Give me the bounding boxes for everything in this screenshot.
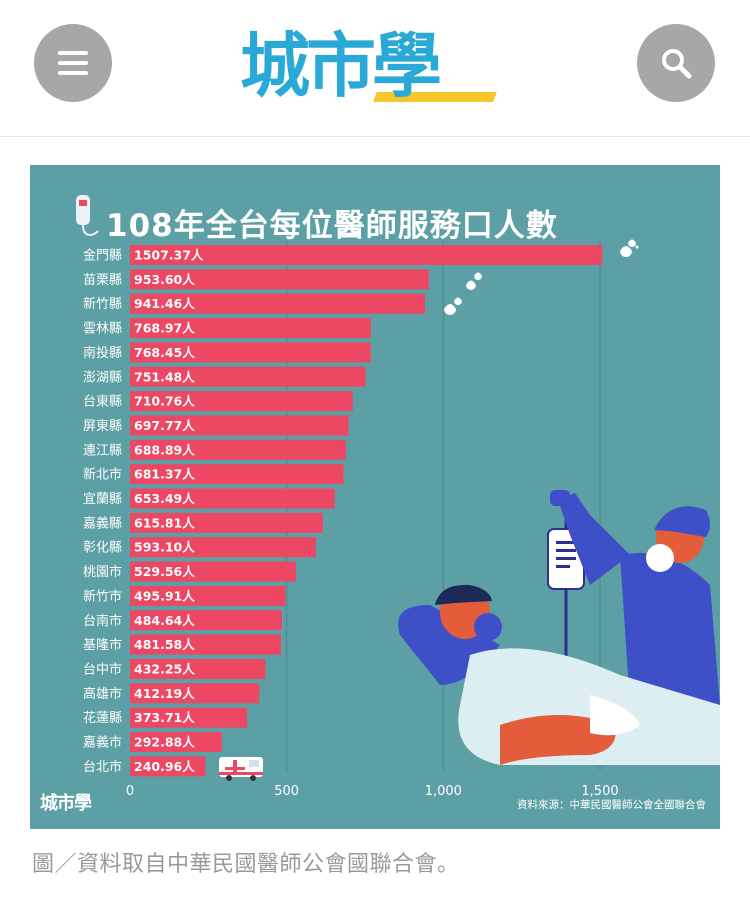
bar	[130, 537, 316, 558]
category-label: 台南市	[83, 613, 122, 629]
value-label: 941.46人	[134, 296, 195, 311]
value-label: 710.76人	[134, 394, 195, 409]
value-label: 373.71人	[134, 710, 195, 725]
bar	[130, 658, 266, 679]
value-label: 953.60人	[134, 272, 195, 287]
bar	[130, 512, 323, 533]
bar	[130, 585, 286, 606]
bar	[130, 318, 371, 339]
site-logo[interactable]: 城市學	[240, 18, 510, 114]
iv-bag-icon	[76, 195, 99, 236]
category-label: 金門縣	[83, 248, 122, 264]
figure-caption: 圖／資料取自中華民國醫師公會國聯合會。	[32, 852, 460, 877]
value-label: 292.88人	[134, 735, 195, 750]
category-label: 宜蘭縣	[83, 491, 122, 507]
value-label: 412.19人	[134, 686, 195, 701]
x-tick-label: 0	[126, 784, 134, 799]
bar	[130, 342, 371, 363]
bar	[130, 488, 335, 509]
category-label: 高雄市	[83, 686, 122, 702]
category-label: 新竹縣	[83, 296, 122, 312]
bar	[130, 439, 346, 460]
value-label: 1507.37人	[134, 248, 204, 263]
doctor-patient-illustration	[398, 490, 720, 765]
category-label: 台中市	[83, 661, 122, 677]
value-label: 697.77人	[134, 418, 195, 433]
menu-button[interactable]	[34, 24, 112, 102]
bar	[130, 634, 281, 655]
value-label: 768.45人	[134, 345, 195, 360]
infographic: 金門縣 1507.37人 苗栗縣 953.60人 新竹縣 941.46人 雲林縣 768.97…	[30, 165, 720, 829]
site-header: 城市學	[0, 0, 750, 137]
bar	[130, 293, 425, 314]
value-label: 484.64人	[134, 613, 195, 628]
data-source: 資料來源：中華民國醫師公會全國聯合會	[517, 799, 706, 811]
value-label: 653.49人	[134, 491, 195, 506]
category-label: 新北市	[83, 467, 122, 483]
value-label: 688.89人	[134, 442, 195, 457]
category-label: 台東縣	[83, 394, 122, 410]
bar	[130, 391, 353, 412]
brand-watermark: 城市學	[40, 793, 92, 814]
value-label: 240.96人	[134, 759, 195, 774]
category-label: 屏東縣	[83, 418, 122, 434]
value-label: 529.56人	[134, 564, 195, 579]
value-label: 495.91人	[134, 588, 195, 603]
bar	[130, 366, 366, 387]
ambulance-icon	[219, 757, 263, 781]
x-tick-label: 1,000	[425, 784, 462, 799]
category-label: 雲林縣	[83, 322, 122, 337]
category-label: 新竹市	[83, 588, 122, 604]
value-label: 681.37人	[134, 467, 195, 482]
value-label: 768.97人	[134, 321, 195, 336]
x-axis: 0 500 1,000 1,500	[126, 784, 619, 799]
search-icon	[662, 49, 692, 79]
category-label: 澎湖縣	[83, 370, 122, 385]
water-drops-decoration	[444, 239, 639, 315]
bar	[130, 707, 248, 728]
category-label: 彰化縣	[83, 540, 122, 556]
category-label: 連江縣	[83, 443, 122, 458]
hamburger-menu-icon	[58, 51, 88, 75]
bar	[130, 415, 349, 436]
bar	[130, 610, 282, 631]
category-label: 花蓮縣	[83, 710, 122, 726]
bar	[130, 464, 344, 485]
bar	[130, 683, 260, 704]
category-label: 桃園市	[83, 564, 122, 580]
bar	[130, 732, 222, 752]
bar	[130, 756, 206, 777]
value-label: 432.25人	[134, 661, 195, 676]
bar	[130, 245, 603, 265]
value-label: 481.58人	[134, 637, 195, 652]
logo-text: 城市學	[240, 24, 442, 107]
category-label: 嘉義市	[83, 735, 122, 751]
bar	[130, 561, 296, 582]
x-tick-label: 500	[274, 784, 299, 799]
category-label: 嘉義縣	[83, 515, 122, 531]
category-label: 台北市	[83, 759, 122, 775]
chart-title: 108年全台每位醫師服務口人數	[106, 208, 558, 244]
bar	[130, 269, 429, 290]
category-label: 苗栗縣	[83, 273, 122, 288]
value-label: 615.81人	[134, 515, 195, 530]
value-label: 751.48人	[134, 369, 195, 384]
value-label: 593.10人	[134, 540, 195, 555]
category-label: 南投縣	[83, 345, 122, 361]
x-tick-label: 1,500	[581, 784, 618, 799]
search-button[interactable]	[637, 24, 715, 102]
category-label: 基隆市	[83, 637, 122, 653]
